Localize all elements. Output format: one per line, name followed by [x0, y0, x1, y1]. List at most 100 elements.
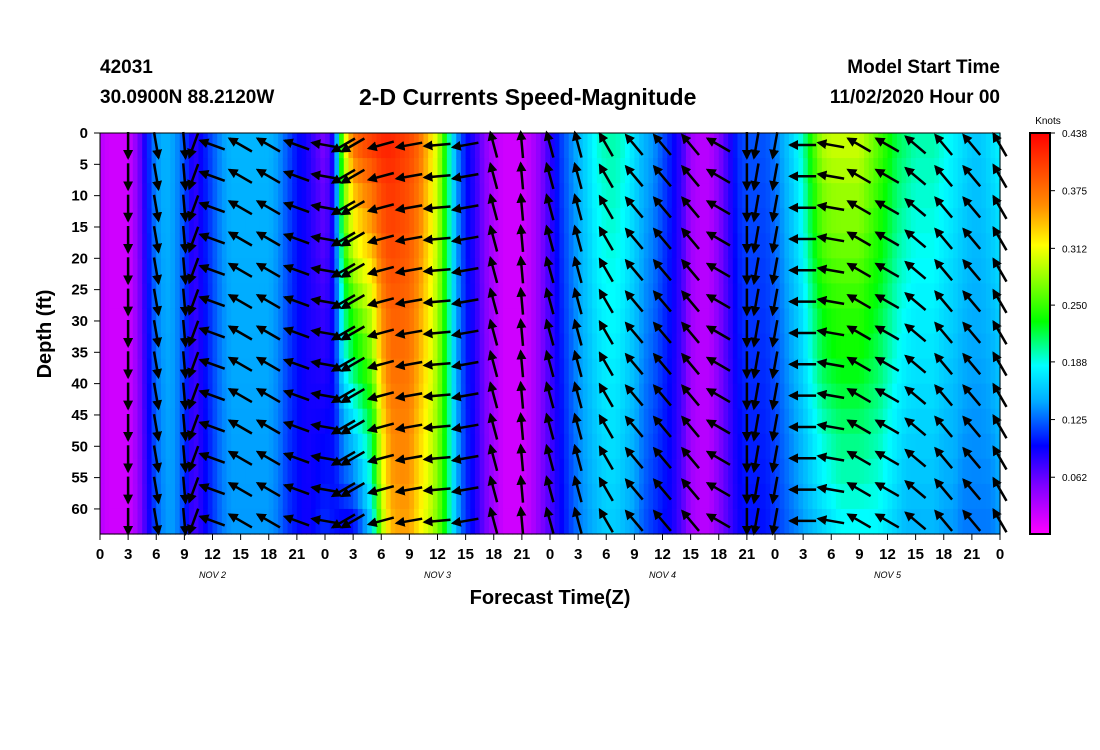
heatmap-cell: [390, 133, 396, 159]
heatmap-cell: [807, 308, 814, 335]
heatmap-cell: [175, 458, 181, 485]
heatmap-cell: [278, 358, 284, 385]
heatmap-cell: [470, 258, 476, 284]
heatmap-cell: [910, 333, 917, 360]
heatmap-cell: [657, 383, 664, 410]
current-vector-arrow: [598, 131, 614, 157]
heatmap-cell: [226, 508, 232, 535]
heatmap-cell: [896, 433, 903, 460]
heatmap-cell: [737, 308, 743, 335]
heatmap-cell: [554, 183, 560, 209]
heatmap-cell: [254, 183, 260, 209]
heatmap-cell: [451, 458, 457, 485]
current-vector-arrow: [227, 231, 253, 247]
current-vector-arrow: [152, 445, 163, 474]
heatmap-cell: [498, 383, 504, 410]
heatmap-cell: [925, 383, 931, 410]
heatmap-cell: [714, 233, 720, 259]
heatmap-cell: [592, 383, 598, 410]
heatmap-cell: [620, 408, 626, 435]
current-vector-arrow: [904, 354, 927, 374]
heatmap-cell: [746, 383, 753, 410]
heatmap-cell: [821, 208, 828, 234]
heatmap-cell: [957, 383, 964, 410]
heatmap-cell: [643, 358, 650, 385]
heatmap-cell: [292, 133, 298, 159]
heatmap-cell: [203, 308, 209, 335]
heatmap-cell: [606, 408, 612, 435]
current-vector-arrow: [816, 515, 845, 526]
heatmap-cell: [104, 458, 110, 485]
heatmap-cell: [489, 483, 495, 510]
current-vector-arrow: [227, 419, 253, 435]
current-vector-arrow: [366, 516, 395, 528]
heatmap-cell: [123, 383, 129, 410]
heatmap-cell: [521, 233, 528, 259]
heatmap-cell: [859, 233, 865, 259]
current-vector-arrow: [394, 203, 423, 214]
heatmap-cell: [250, 483, 256, 510]
heatmap-cell: [695, 158, 701, 184]
heatmap-cell: [817, 458, 823, 485]
heatmap-cell: [985, 383, 992, 410]
current-vector-arrow: [598, 507, 614, 533]
heatmap-cell: [625, 383, 631, 410]
heatmap-cell: [578, 333, 584, 360]
current-vector-arrow: [450, 516, 479, 527]
heatmap-cell: [817, 408, 823, 435]
heatmap-cell: [250, 133, 256, 159]
heatmap-cell: [896, 333, 903, 360]
heatmap-cell: [367, 308, 373, 335]
heatmap-cell: [203, 183, 209, 209]
heatmap-cell: [437, 308, 443, 335]
current-vector-arrow: [487, 161, 499, 190]
heatmap-cell: [756, 133, 762, 159]
heatmap-cell: [137, 308, 143, 335]
heatmap-cell: [118, 508, 125, 535]
heatmap-cell: [587, 258, 593, 284]
heatmap-cell: [920, 408, 926, 435]
heatmap-cell: [250, 258, 256, 284]
heatmap-cell: [925, 333, 931, 360]
heatmap-cell: [784, 133, 790, 159]
current-vector-arrow: [874, 262, 900, 278]
heatmap-cell: [671, 383, 678, 410]
heatmap-cell: [278, 283, 284, 310]
heatmap-cell: [695, 208, 701, 234]
heatmap-cell: [784, 233, 790, 259]
heatmap-cell: [648, 408, 654, 435]
heatmap-cell: [409, 333, 415, 360]
heatmap-cell: [850, 458, 856, 485]
heatmap-cell: [390, 333, 396, 360]
heatmap-cell: [184, 183, 190, 209]
heatmap-cell: [442, 208, 448, 234]
heatmap-cell: [915, 458, 921, 485]
heatmap-cell: [910, 258, 917, 284]
heatmap-cell: [268, 183, 275, 209]
heatmap-cell: [770, 183, 776, 209]
heatmap-cell: [142, 383, 148, 410]
current-vector-arrow: [934, 384, 954, 407]
heatmap-cell: [315, 333, 321, 360]
current-vector-arrow: [934, 415, 954, 438]
heatmap-cell: [990, 183, 996, 209]
current-vector-arrow: [598, 382, 614, 408]
heatmap-cell: [385, 458, 392, 485]
current-vector-arrow: [681, 352, 700, 376]
heatmap-cell: [507, 433, 514, 460]
heatmap-cell: [381, 333, 387, 360]
heatmap-cell: [807, 208, 814, 234]
heatmap-cell: [981, 183, 987, 209]
current-vector-arrow: [624, 290, 644, 313]
heatmap-cell: [521, 133, 528, 159]
heatmap-cell: [212, 408, 218, 435]
heatmap-cell: [226, 233, 232, 259]
heatmap-cell: [446, 333, 453, 360]
heatmap-cell: [339, 458, 345, 485]
heatmap-cell: [596, 483, 603, 510]
heatmap-cell: [976, 208, 982, 234]
current-vector-arrow: [705, 450, 731, 466]
heatmap-cell: [901, 358, 907, 385]
heatmap-cell: [615, 233, 621, 259]
heatmap-cell: [625, 308, 631, 335]
